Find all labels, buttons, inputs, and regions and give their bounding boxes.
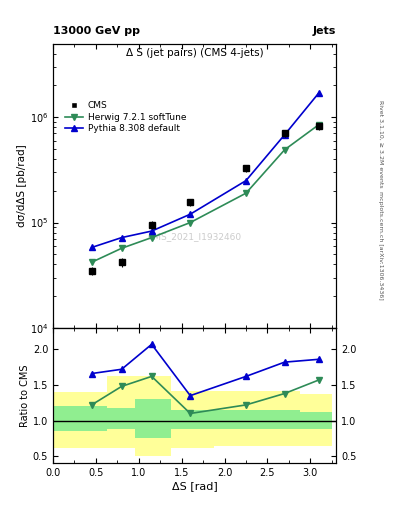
Legend: CMS, Herwig 7.2.1 softTune, Pythia 8.308 default: CMS, Herwig 7.2.1 softTune, Pythia 8.308… [63, 99, 188, 135]
Text: Jets: Jets [313, 27, 336, 36]
Text: Δ S (jet pairs) (CMS 4-jets): Δ S (jet pairs) (CMS 4-jets) [126, 48, 263, 58]
Text: mcplots.cern.ch [arXiv:1306.3436]: mcplots.cern.ch [arXiv:1306.3436] [378, 191, 383, 300]
Text: Rivet 3.1.10, ≥ 3.2M events: Rivet 3.1.10, ≥ 3.2M events [378, 99, 383, 187]
Y-axis label: Ratio to CMS: Ratio to CMS [20, 365, 30, 427]
Text: CMS_2021_I1932460: CMS_2021_I1932460 [147, 232, 242, 242]
Y-axis label: dσ/dΔS [pb/rad]: dσ/dΔS [pb/rad] [17, 144, 27, 227]
X-axis label: ΔS [rad]: ΔS [rad] [172, 481, 217, 491]
Text: 13000 GeV pp: 13000 GeV pp [53, 27, 140, 36]
